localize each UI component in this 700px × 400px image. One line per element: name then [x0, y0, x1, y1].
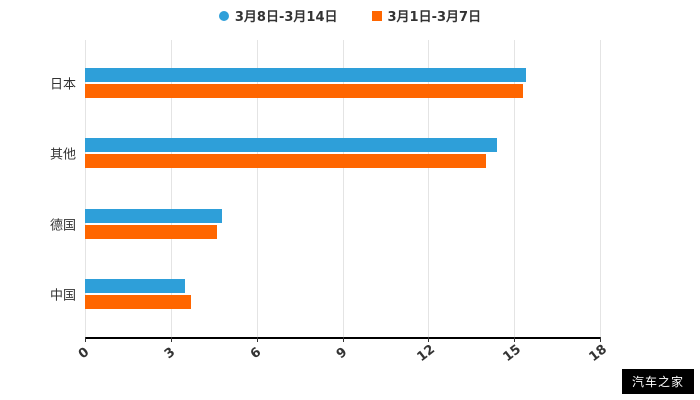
- x-axis-labels: 0 3 6 9 12 15 18: [76, 342, 610, 380]
- category-label: 德国: [49, 218, 76, 234]
- watermark: 汽车之家: [621, 369, 694, 394]
- axis-tick: [342, 337, 344, 342]
- gridline: [85, 40, 86, 337]
- gridline: [514, 40, 516, 337]
- category-label: 其他: [49, 147, 76, 163]
- axis-tick: [514, 337, 516, 342]
- axis-tick: [85, 337, 86, 342]
- gridline: [428, 40, 430, 337]
- bar[interactable]: [85, 294, 191, 309]
- category-label: 中国: [49, 288, 76, 304]
- legend-item-week2[interactable]: 3月8日-3月14日: [218, 6, 338, 25]
- x-tick-label: 6: [247, 344, 264, 363]
- gridline: [600, 40, 601, 337]
- legend-label: 3月8日-3月14日: [234, 10, 338, 25]
- gridline: [342, 40, 344, 337]
- axis-tick: [600, 337, 601, 342]
- bar-group: 德国: [50, 208, 600, 239]
- axis-tick: [256, 337, 258, 342]
- x-tick-label: 0: [75, 344, 93, 363]
- bar[interactable]: [85, 278, 186, 293]
- plot-area: 日本 其他 德国 中国: [50, 40, 601, 342]
- category-label: 日本: [49, 77, 76, 93]
- bar-group: 其他: [50, 138, 600, 169]
- axis-tick: [170, 337, 172, 342]
- bar[interactable]: [85, 208, 223, 223]
- legend: 3月8日-3月14日 3月1日-3月7日: [0, 6, 700, 25]
- legend-circle-icon: [218, 10, 229, 21]
- bar-rows: 日本 其他 德国 中国: [50, 40, 600, 337]
- bar[interactable]: [85, 224, 217, 239]
- bar[interactable]: [85, 154, 486, 169]
- legend-square-icon: [371, 10, 382, 21]
- bar[interactable]: [85, 84, 523, 99]
- legend-item-week1[interactable]: 3月1日-3月7日: [371, 6, 482, 25]
- bar[interactable]: [85, 138, 497, 153]
- gridline: [170, 40, 172, 337]
- x-tick-label: 15: [500, 342, 525, 365]
- x-tick-label: 3: [161, 344, 179, 363]
- x-tick-label: 12: [414, 342, 439, 365]
- gridline: [256, 40, 258, 337]
- x-tick-label: 18: [586, 342, 610, 365]
- bar-group: 中国: [50, 278, 600, 309]
- legend-label: 3月1日-3月7日: [387, 10, 482, 25]
- bar[interactable]: [85, 68, 526, 83]
- x-tick-label: 9: [333, 344, 350, 363]
- bar-group: 日本: [50, 68, 600, 99]
- axis-tick: [428, 337, 430, 342]
